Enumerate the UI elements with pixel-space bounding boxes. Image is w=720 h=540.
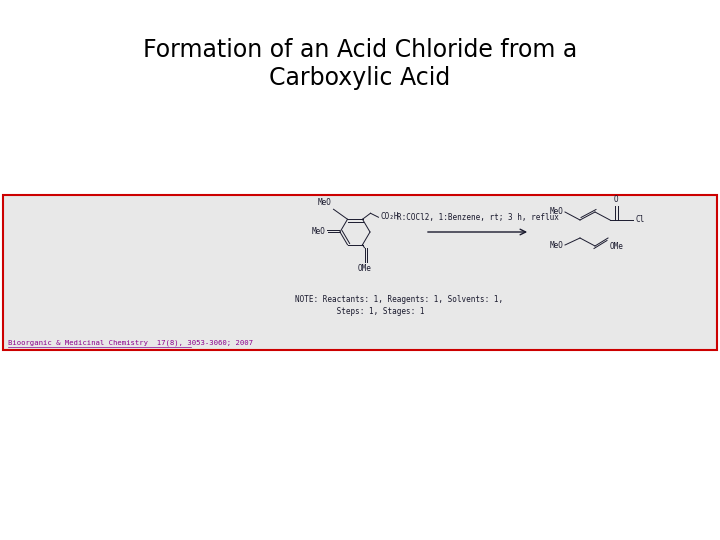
Text: MeO: MeO [318,198,331,207]
Text: Carboxylic Acid: Carboxylic Acid [269,66,451,90]
Text: Steps: 1, Stages: 1: Steps: 1, Stages: 1 [295,307,425,316]
Text: OMe: OMe [610,242,624,251]
Text: OMe: OMe [358,264,372,273]
Text: Formation of an Acid Chloride from a: Formation of an Acid Chloride from a [143,38,577,62]
Text: MeO: MeO [549,207,563,217]
Text: MeO: MeO [549,240,563,249]
Text: NOTE: Reactants: 1, Reagents: 1, Solvents: 1,: NOTE: Reactants: 1, Reagents: 1, Solvent… [295,295,503,305]
Bar [3,195,717,350]
Text: CO₂H: CO₂H [380,212,399,221]
Text: R:COCl2, 1:Benzene, rt; 3 h, reflux: R:COCl2, 1:Benzene, rt; 3 h, reflux [397,213,559,222]
Text: Bioorganic & Medicinal Chemistry  17(8), 3053-3060; 2007: Bioorganic & Medicinal Chemistry 17(8), … [8,340,253,346]
Text: O: O [614,195,618,204]
Text: Cl: Cl [635,215,644,225]
Text: MeO: MeO [312,227,326,237]
